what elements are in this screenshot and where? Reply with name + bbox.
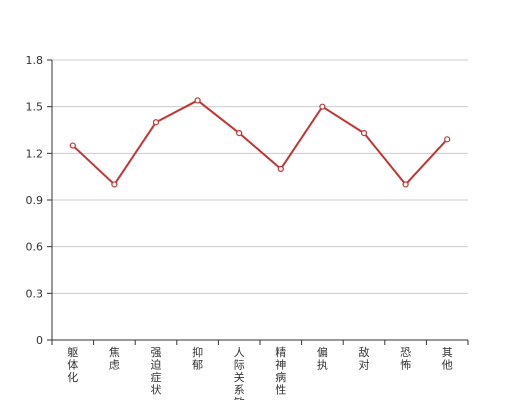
x-tick-label: 强迫症状: [151, 346, 162, 397]
grid-layer: [52, 59, 468, 294]
y-tick-label: 1.5: [26, 101, 44, 114]
x-tick-label: 恐怖: [400, 346, 411, 372]
data-point: [111, 181, 118, 188]
axis-layer: [47, 59, 469, 345]
data-point: [277, 165, 284, 172]
x-tick-label: 敌对: [359, 345, 370, 372]
data-point: [69, 142, 76, 149]
y-tick-label: 0.3: [26, 287, 44, 300]
x-tick-label: 躯体化: [67, 346, 78, 384]
x-tick-label: 焦虑: [109, 346, 120, 372]
data-point: [402, 181, 409, 188]
x-tick-label: 抑郁: [192, 345, 203, 372]
x-tick-label: 精神病性: [275, 346, 286, 397]
x-tick-label: 人际关系敏感: [234, 346, 245, 400]
data-point: [194, 97, 201, 104]
series-layer: [69, 97, 451, 188]
data-point: [444, 136, 451, 143]
data-point: [236, 130, 243, 137]
y-tick-label: 1.2: [26, 147, 44, 160]
data-point: [360, 130, 368, 137]
label-layer: 0 0.3 0.6 0.9 1.2 1.5 1.8 躯体化 焦虑 强迫症状 抑郁 人际关系敏感 精神病性…: [26, 54, 453, 404]
x-tick-label: 其他: [442, 346, 453, 372]
data-point: [319, 103, 326, 110]
y-tick-label: 0: [36, 334, 43, 347]
y-tick-label: 0.9: [26, 194, 44, 207]
y-tick-label: 1.8: [26, 54, 44, 67]
y-tick-label: 0.6: [26, 241, 44, 254]
data-point: [152, 119, 160, 126]
series-line: [72, 99, 448, 186]
x-tick-label: 偏执: [317, 345, 328, 372]
